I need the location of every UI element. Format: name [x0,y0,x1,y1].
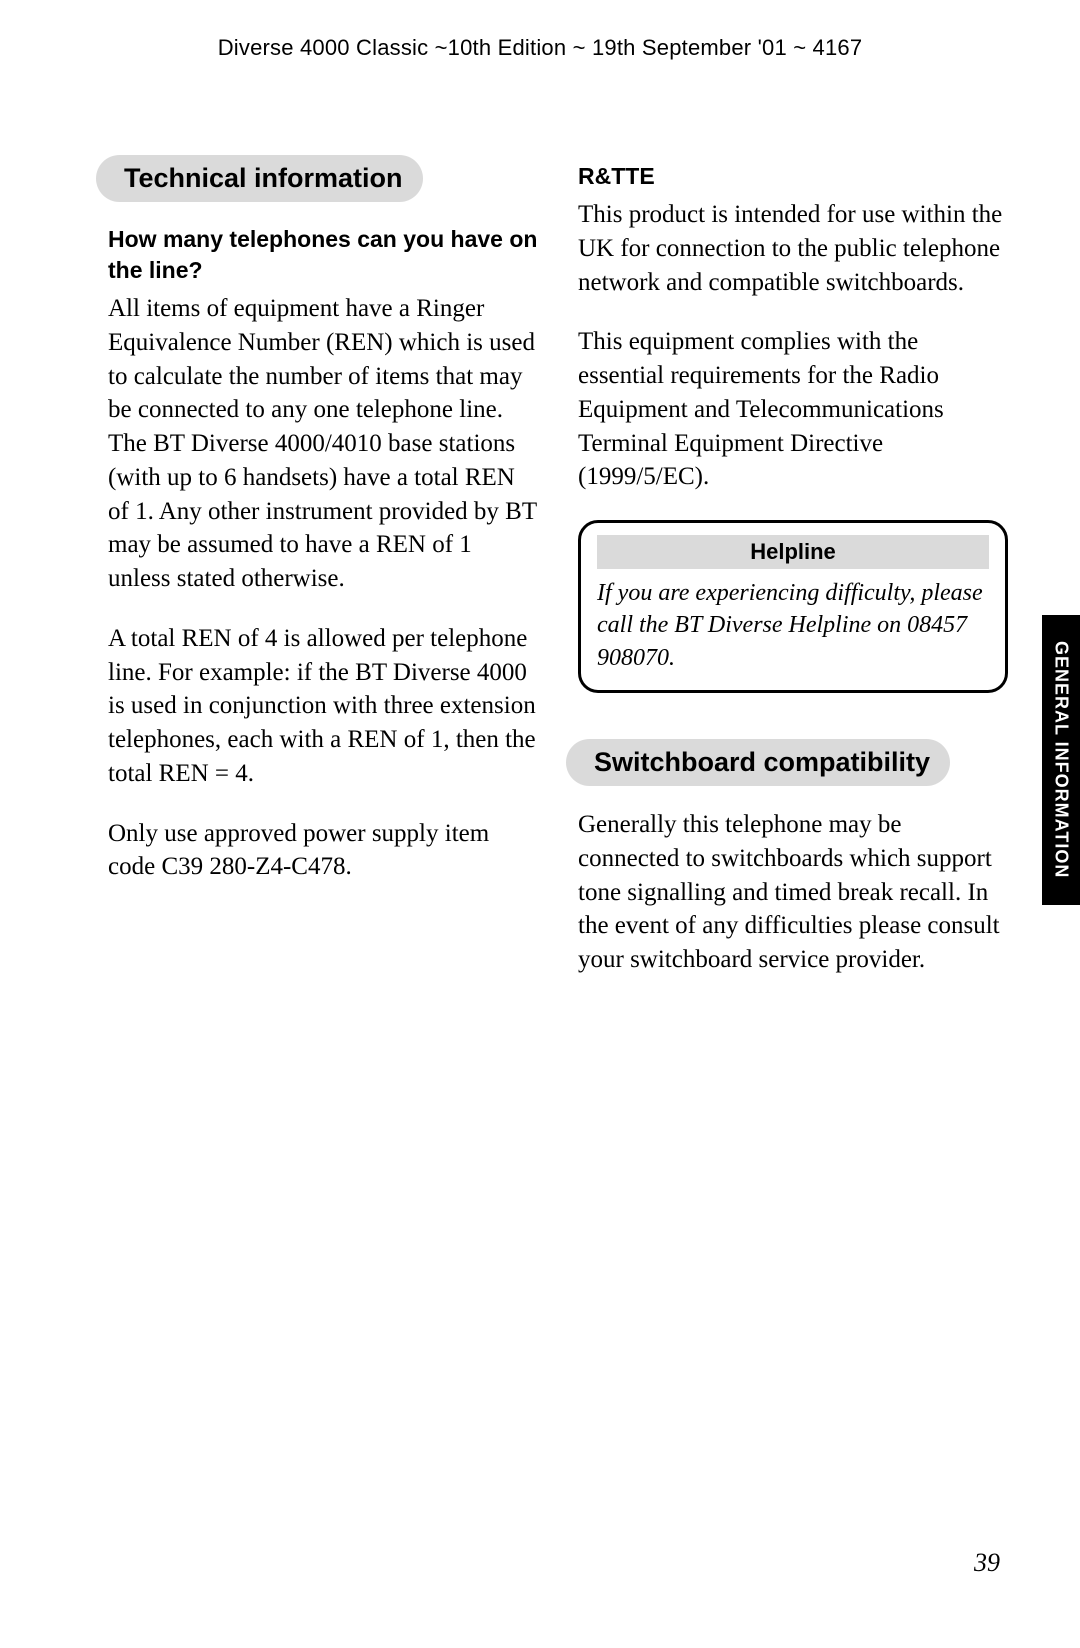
helpline-box: Helpline If you are experiencing difficu… [578,520,1008,693]
body-power-supply: Only use approved power supply item code… [108,817,538,885]
paragraph: Only use approved power supply item code… [108,817,538,885]
left-column: Technical information How many telephone… [108,155,538,1003]
body-ren-total: A total REN of 4 is allowed per telephon… [108,622,538,791]
body-rtte-compliance: This equipment complies with the essenti… [578,325,1008,494]
side-tab-general-information: GENERAL INFORMATION [1042,615,1080,905]
paragraph: A total REN of 4 is allowed per telephon… [108,622,538,791]
page-header: Diverse 4000 Classic ~10th Edition ~ 19t… [0,35,1080,61]
content-columns: Technical information How many telephone… [108,155,1008,1003]
paragraph: All items of equipment have a Ringer Equ… [108,292,538,427]
subheading-ren-question: How many telephones can you have on the … [108,224,538,286]
page: Diverse 4000 Classic ~10th Edition ~ 19t… [0,0,1080,1648]
paragraph: This equipment complies with the essenti… [578,325,1008,494]
right-column: R&TTE This product is intended for use w… [578,155,1008,1003]
section-heading-technical-information: Technical information [96,155,423,202]
paragraph: Generally this telephone may be connecte… [578,808,1008,977]
body-switchboard: Generally this telephone may be connecte… [578,808,1008,977]
paragraph: This product is intended for use within … [578,198,1008,299]
helpline-text: If you are experiencing difficulty, plea… [597,577,989,674]
page-number: 39 [974,1548,1000,1578]
body-rtte-intended-use: This product is intended for use within … [578,198,1008,299]
paragraph: The BT Diverse 4000/4010 base stations (… [108,427,538,596]
body-ren-intro: All items of equipment have a Ringer Equ… [108,292,538,596]
helpline-title: Helpline [597,535,989,569]
section-heading-switchboard-compatibility: Switchboard compatibility [566,739,950,786]
subheading-rtte: R&TTE [578,161,1008,192]
